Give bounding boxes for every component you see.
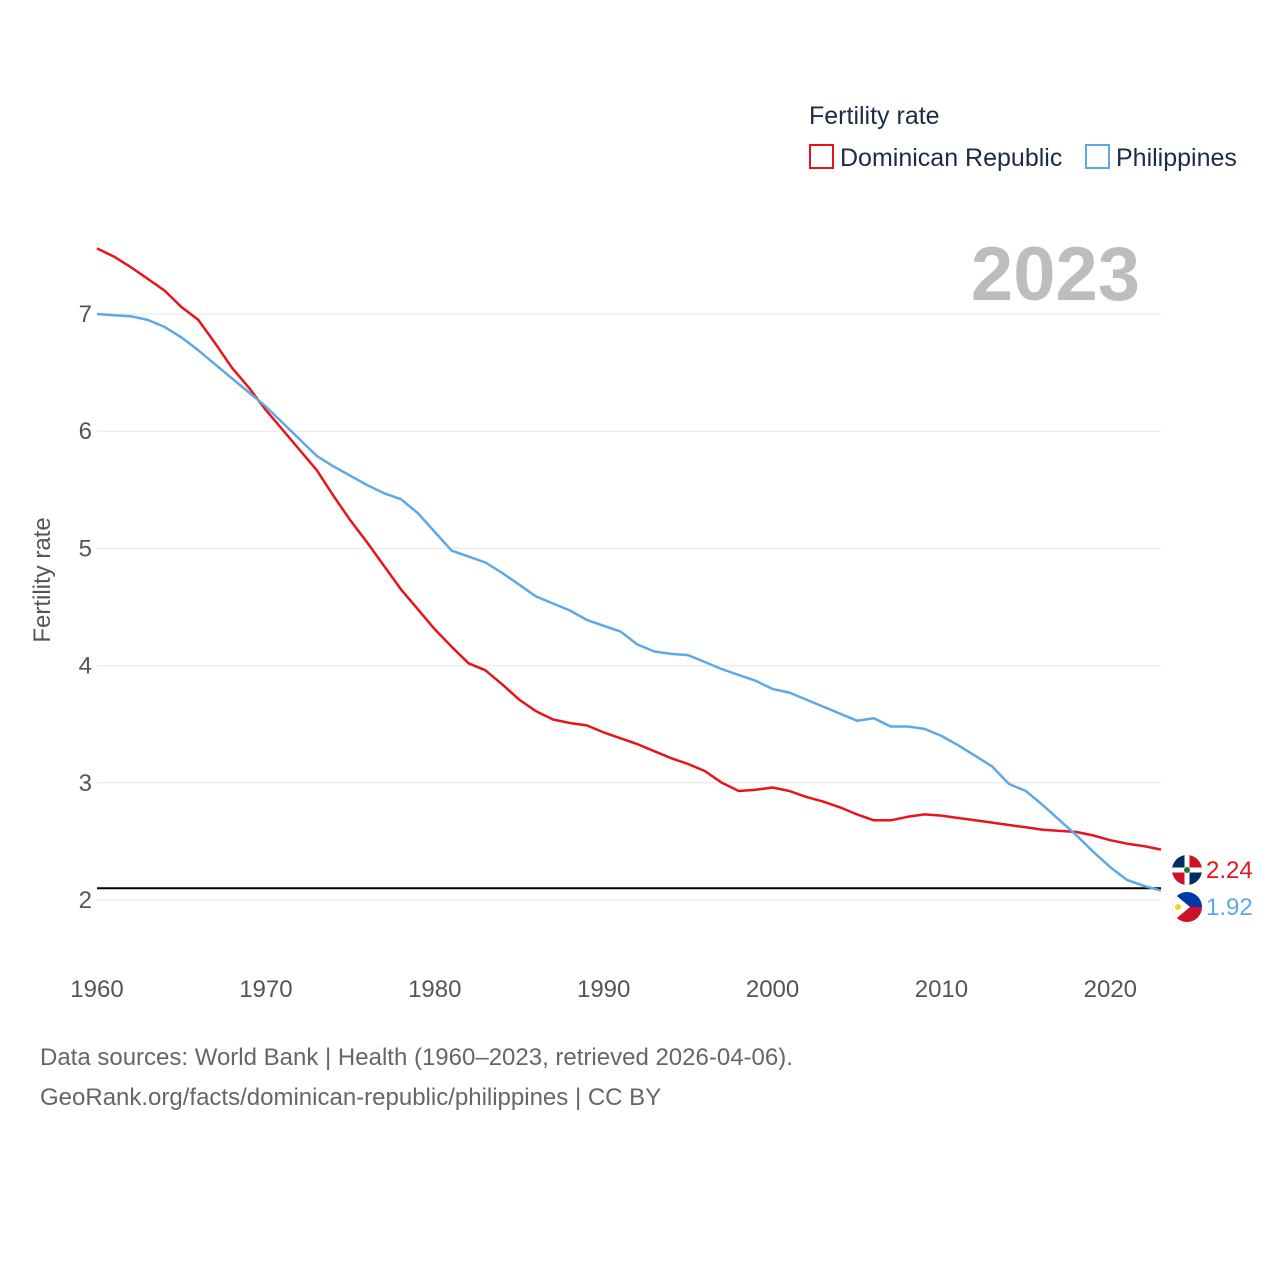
y-tick-label: 7 bbox=[79, 301, 92, 328]
series-line bbox=[96, 312, 1162, 892]
series-line bbox=[96, 247, 1162, 851]
year-label: 2023 bbox=[971, 232, 1140, 317]
legend-entry[interactable]: Philippines bbox=[1116, 144, 1237, 172]
footer-source: Data sources: World Bank | Health (1960–… bbox=[40, 1044, 793, 1071]
x-tick-label: 1970 bbox=[239, 976, 292, 1003]
y-tick-label: 4 bbox=[79, 653, 92, 680]
philippines-flag-icon bbox=[1172, 892, 1202, 922]
dominican-republic-flag-icon bbox=[1172, 855, 1202, 885]
legend: Fertility rate Dominican Republic Philipp… bbox=[809, 102, 1237, 172]
x-tick-label: 2000 bbox=[746, 976, 799, 1003]
axis-ticks: 2 3 4 5 6 7 1960 1970 1980 1990 2000 2010 2020 bbox=[70, 301, 1137, 1003]
gridlines bbox=[97, 313, 1161, 901]
legend-swatch bbox=[1085, 144, 1110, 169]
x-tick-label: 1990 bbox=[577, 976, 630, 1003]
end-markers: 2.24 1.92 bbox=[1172, 855, 1253, 922]
x-tick-label: 2010 bbox=[915, 976, 968, 1003]
legend-entry[interactable]: Dominican Republic bbox=[840, 144, 1062, 172]
y-tick-label: 3 bbox=[79, 770, 92, 797]
footer-link[interactable]: GeoRank.org/facts/dominican-republic/phi… bbox=[40, 1084, 662, 1111]
y-tick-label: 2 bbox=[79, 887, 92, 914]
end-value-label: 1.92 bbox=[1206, 894, 1253, 921]
series-lines bbox=[96, 247, 1162, 892]
end-value-label: 2.24 bbox=[1206, 857, 1253, 884]
y-axis-label: Fertility rate bbox=[29, 517, 56, 642]
x-tick-label: 2020 bbox=[1084, 976, 1137, 1003]
y-tick-label: 6 bbox=[79, 418, 92, 445]
x-tick-label: 1980 bbox=[408, 976, 461, 1003]
legend-title: Fertility rate bbox=[809, 102, 940, 130]
y-tick-label: 5 bbox=[79, 535, 92, 562]
legend-swatch bbox=[809, 144, 834, 169]
fertility-rate-chart: 2 3 4 5 6 7 1960 1970 1980 1990 2000 2010 2020 Ferti… bbox=[29, 102, 1253, 1003]
x-tick-label: 1960 bbox=[70, 976, 123, 1003]
